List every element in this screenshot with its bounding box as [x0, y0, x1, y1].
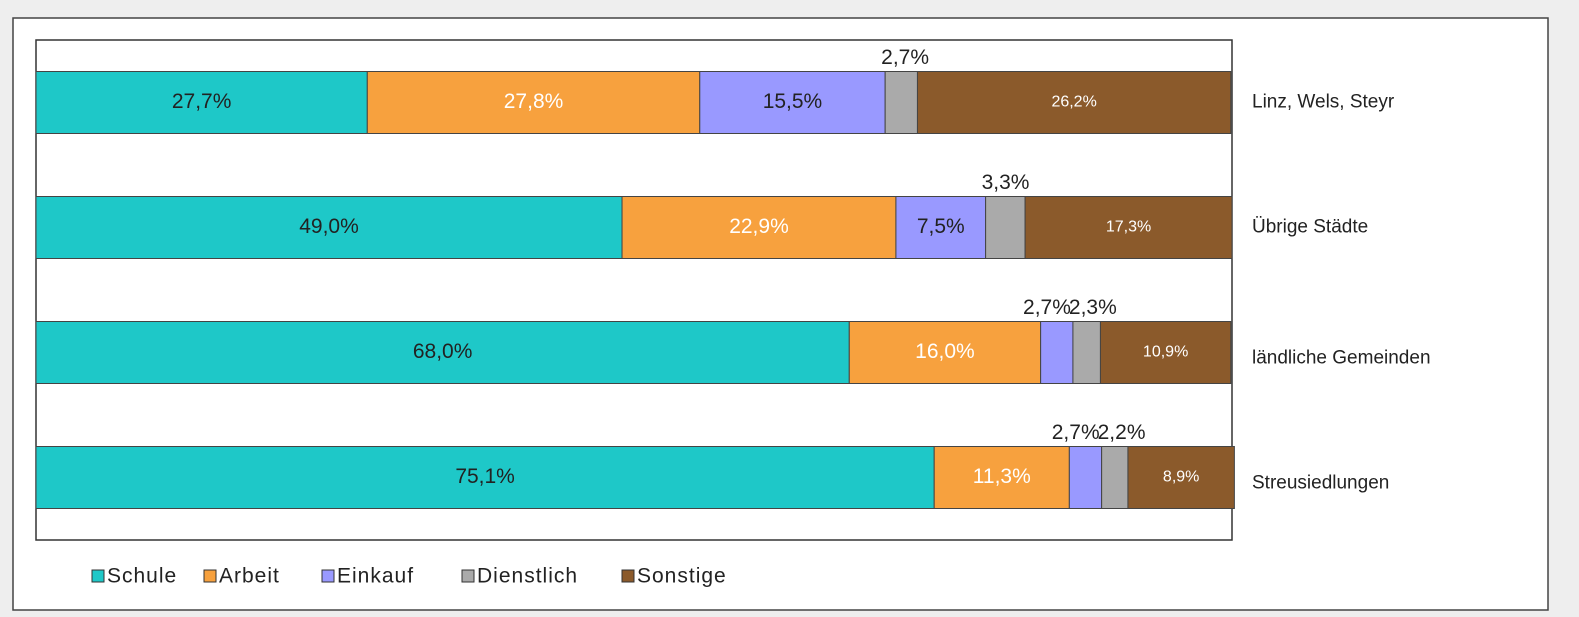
legend-swatch [203, 569, 217, 583]
bar-segment [35, 71, 368, 134]
data-label: 10,9% [1143, 344, 1188, 361]
data-label: 15,5% [763, 90, 823, 113]
legend-swatch [321, 569, 335, 583]
bar-segment [1099, 321, 1232, 384]
bar-segment [933, 446, 1070, 509]
bar-segment [848, 321, 1042, 384]
bar-segment [366, 71, 701, 134]
category-label: ländliche Gemeinden [1252, 348, 1431, 369]
data-label: 49,0% [299, 215, 359, 238]
data-label: 75,1% [455, 465, 515, 488]
bar-segment [621, 196, 897, 259]
legend-label: Einkauf [337, 565, 414, 588]
data-label: 2,7% [1052, 421, 1100, 444]
data-label: 7,5% [917, 215, 965, 238]
bar-segment [699, 71, 886, 134]
data-label: 8,9% [1163, 469, 1199, 486]
data-label: 68,0% [413, 340, 473, 363]
data-label: 22,9% [729, 215, 789, 238]
data-label: 17,3% [1106, 219, 1151, 236]
bar-segment [1127, 446, 1235, 509]
data-label: 3,3% [982, 171, 1030, 194]
legend-swatch [461, 569, 475, 583]
data-label: 27,8% [504, 90, 564, 113]
bar-segment [1072, 321, 1101, 384]
legend-label: Arbeit [219, 565, 280, 588]
data-label: 2,7% [881, 46, 929, 69]
bar-segment [985, 196, 1026, 259]
data-label: 2,3% [1069, 296, 1117, 319]
bar-segment [1040, 321, 1074, 384]
data-label: 2,2% [1098, 421, 1146, 444]
bar-segment [35, 196, 623, 259]
data-label: 2,7% [1023, 296, 1071, 319]
data-label: 26,2% [1051, 94, 1096, 111]
data-label: 11,3% [973, 465, 1031, 488]
data-label: 27,7% [172, 90, 232, 113]
bar-segment [884, 71, 918, 134]
bar-segment [1068, 446, 1103, 509]
legend-label: Schule [107, 565, 177, 588]
bar-segment [1024, 196, 1233, 259]
bar-segment [1101, 446, 1129, 509]
bar-segment [895, 196, 987, 259]
data-label: 16,0% [915, 340, 975, 363]
bar-segment [35, 321, 850, 384]
legend-swatch [621, 569, 635, 583]
category-label: Linz, Wels, Steyr [1252, 92, 1395, 113]
legend-label: Dienstlich [477, 565, 578, 588]
category-label: Übrige Städte [1252, 217, 1368, 238]
bar-segment [35, 446, 935, 509]
category-label: Streusiedlungen [1252, 473, 1389, 494]
bar-segment [916, 71, 1232, 134]
legend-label: Sonstige [637, 565, 727, 588]
legend-swatch [91, 569, 105, 583]
